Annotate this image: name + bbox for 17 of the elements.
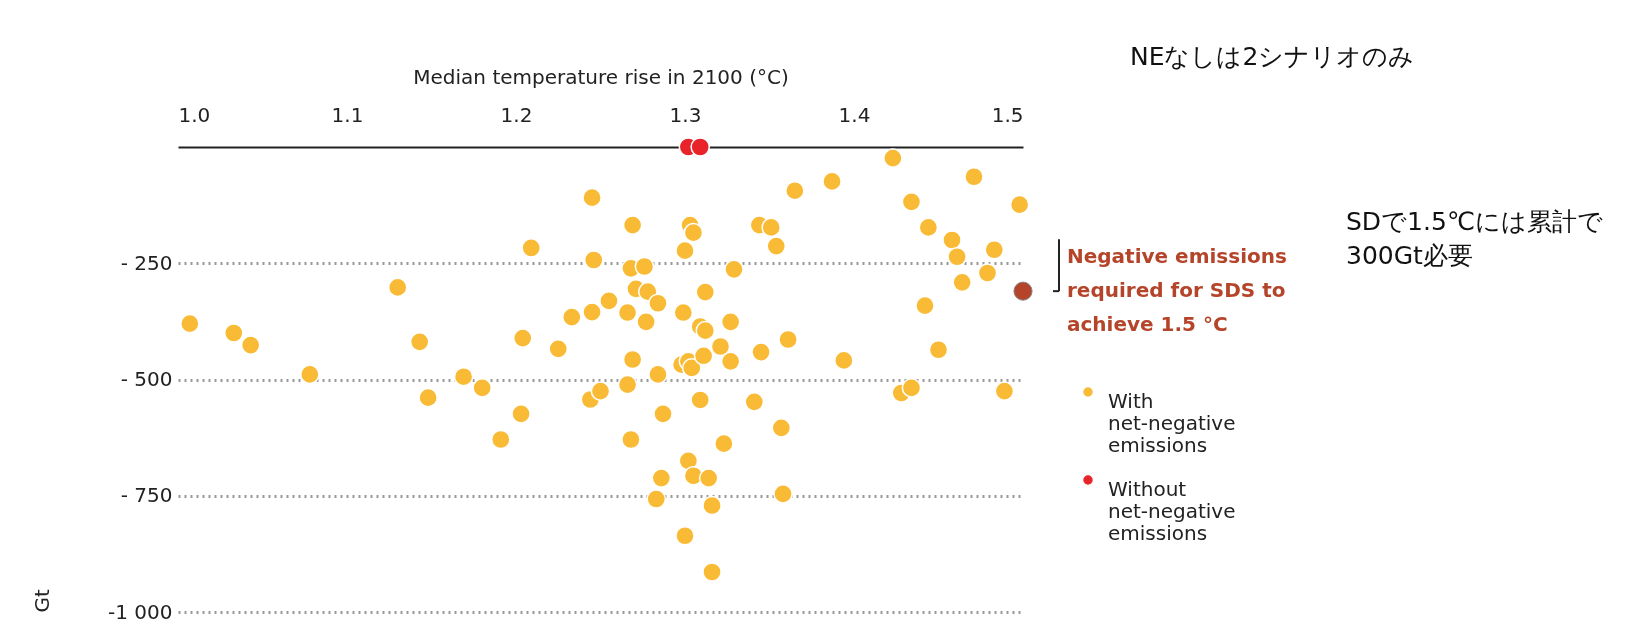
x-tick-label: 1.3 bbox=[669, 102, 702, 127]
legend-label: Without net-negative emissions bbox=[1108, 477, 1236, 545]
x-tick-label: 1.0 bbox=[178, 102, 211, 127]
x-tick-label: 1.1 bbox=[331, 102, 364, 127]
x-axis-title: Median temperature rise in 2100 (°C) bbox=[413, 64, 789, 89]
y-tick-label: -1 000 bbox=[108, 599, 173, 624]
y-tick-label: - 250 bbox=[120, 250, 173, 275]
y-tick-label: - 750 bbox=[120, 483, 173, 508]
y-tick-label: - 500 bbox=[120, 367, 173, 391]
series-label: Negative emissions required for SDS to achieve 1.5 °C bbox=[1067, 244, 1287, 337]
legend-label: With net-negative emissions bbox=[1108, 389, 1236, 457]
x-tick-label: 1.4 bbox=[838, 102, 871, 127]
text: NEなしは2シナリオのみ bbox=[1130, 41, 1416, 73]
x-tick-label: 1.5 bbox=[991, 102, 1024, 127]
text: SDで1.5℃には累計で300Gt必要 bbox=[1346, 206, 1604, 272]
y-axis-title: Gt bbox=[30, 589, 55, 613]
x-tick-label: 1.2 bbox=[500, 102, 533, 127]
